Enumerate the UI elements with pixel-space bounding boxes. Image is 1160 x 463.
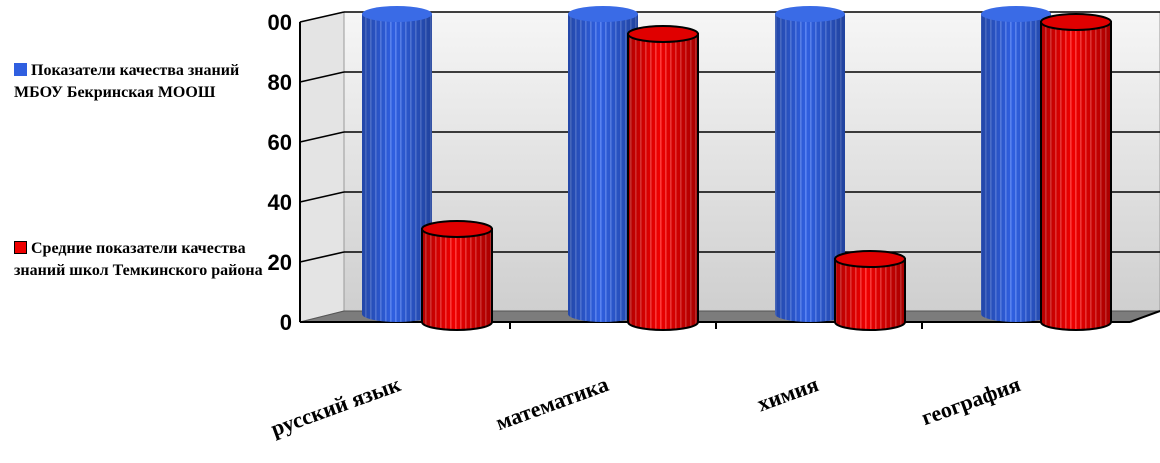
legend-label-series-1: Показатели качества знаний МБОУ Бекринск…: [14, 62, 240, 101]
bar: [981, 6, 1051, 322]
bar-shade: [835, 259, 905, 330]
x-axis-depth-line: [1129, 310, 1160, 323]
bar: [775, 6, 845, 322]
legend-item-series-2: Средние показатели качества знаний школ …: [14, 238, 274, 282]
bar-shade: [628, 34, 698, 330]
bar-shade: [1041, 22, 1111, 330]
category-label: химия: [754, 371, 822, 416]
chart-side-wall: [299, 11, 345, 323]
gridline-side: [299, 251, 345, 263]
y-tick-label: 40: [268, 190, 292, 215]
bar-top: [568, 6, 638, 22]
bar-top: [775, 6, 845, 22]
bar-top: [1040, 13, 1112, 31]
bar: [421, 220, 493, 331]
gridline-side: [299, 71, 345, 83]
bar: [568, 6, 638, 322]
bar-top: [834, 250, 906, 268]
bar: [627, 25, 699, 331]
legend-swatch-blue: [14, 63, 27, 76]
gridline-side: [299, 131, 345, 143]
category-label: география: [918, 371, 1024, 430]
bar-shade: [362, 14, 432, 322]
bar-shade: [568, 14, 638, 322]
bar-shade: [775, 14, 845, 322]
bar-top: [981, 6, 1051, 22]
y-tick-label: 20: [268, 250, 292, 275]
legend-label-series-2: Средние показатели качества знаний школ …: [14, 240, 263, 279]
legend-item-series-1: Показатели качества знаний МБОУ Бекринск…: [14, 60, 274, 104]
bar-top: [627, 25, 699, 43]
category-label: математика: [492, 371, 611, 435]
bar-shade: [422, 229, 492, 330]
gridline-side: [299, 11, 345, 23]
category-label: русский язык: [267, 371, 404, 441]
y-tick-label: 0: [280, 310, 292, 335]
y-tick-label: 80: [268, 70, 292, 95]
bar-shade: [981, 14, 1051, 322]
y-tick-label: 60: [268, 130, 292, 155]
bar: [362, 6, 432, 322]
bar: [1040, 13, 1112, 331]
bar-top: [421, 220, 493, 238]
gridline-side: [299, 191, 345, 203]
bar: [834, 250, 906, 331]
y-tick-label: 00: [268, 10, 292, 35]
bar-top: [362, 6, 432, 22]
legend-swatch-red: [14, 241, 27, 254]
